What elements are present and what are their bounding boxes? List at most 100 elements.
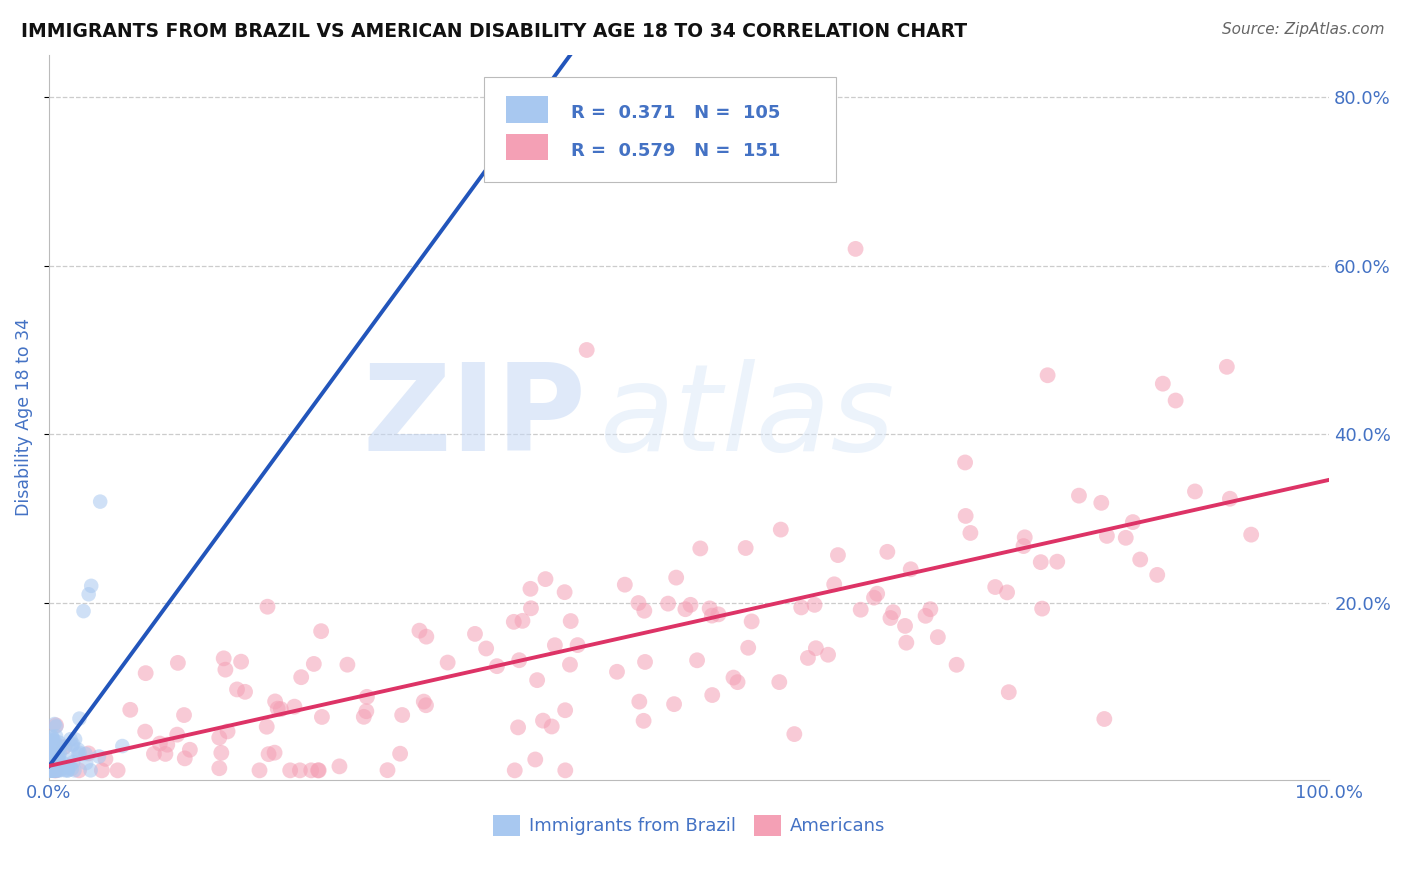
Point [554, 585, 576, 599]
Point [290, 670, 312, 684]
Point [508, 653, 530, 667]
Point [142, 747, 165, 761]
Point [984, 580, 1007, 594]
Point [741, 615, 763, 629]
Point [955, 508, 977, 523]
Point [42, 764, 65, 778]
Point [39, 764, 62, 778]
Point [524, 752, 547, 766]
Point [526, 673, 548, 687]
Point [53, 739, 76, 754]
Point [39, 752, 62, 766]
Point [920, 602, 942, 616]
Point [353, 710, 375, 724]
Point [41, 764, 63, 778]
Point [606, 665, 628, 679]
Point [997, 685, 1019, 699]
Point [39, 747, 62, 761]
Point [727, 675, 749, 690]
Point [41, 753, 63, 767]
Point [41, 730, 63, 744]
Point [56, 753, 79, 767]
Point [264, 694, 287, 708]
Point [226, 682, 249, 697]
Point [803, 598, 825, 612]
Point [1090, 496, 1112, 510]
FancyBboxPatch shape [506, 96, 548, 122]
Point [288, 764, 311, 778]
Point [208, 761, 231, 775]
Point [266, 701, 288, 715]
Point [1122, 515, 1144, 529]
Point [38, 754, 60, 768]
Point [270, 702, 292, 716]
Legend: Immigrants from Brazil, Americans: Immigrants from Brazil, Americans [492, 815, 886, 836]
Point [208, 731, 231, 745]
Text: atlas: atlas [599, 359, 894, 475]
Point [308, 764, 330, 778]
Point [149, 737, 172, 751]
Point [256, 720, 278, 734]
Point [882, 605, 904, 619]
Point [49, 746, 72, 760]
Point [502, 615, 524, 629]
Point [166, 728, 188, 742]
Point [307, 764, 329, 778]
Point [45, 755, 67, 769]
Point [89, 494, 111, 508]
Point [62, 755, 84, 769]
Point [63, 732, 86, 747]
Point [38, 764, 60, 778]
Point [633, 714, 655, 728]
Point [217, 724, 239, 739]
Point [1164, 393, 1187, 408]
Point [1014, 530, 1036, 544]
Point [214, 663, 236, 677]
Point [1031, 601, 1053, 615]
Point [558, 657, 581, 672]
Point [299, 764, 322, 778]
Point [356, 704, 378, 718]
Point [531, 714, 554, 728]
Point [927, 630, 949, 644]
Point [1095, 529, 1118, 543]
Point [46, 749, 69, 764]
Point [44, 753, 66, 767]
Point [48, 741, 70, 756]
Point [879, 611, 901, 625]
Point [415, 698, 437, 713]
Point [519, 582, 541, 596]
FancyBboxPatch shape [506, 134, 548, 161]
Point [46, 764, 69, 778]
Point [1036, 368, 1059, 383]
Point [39, 759, 62, 773]
Point [900, 562, 922, 576]
Point [38, 740, 60, 755]
Point [914, 608, 936, 623]
Point [41, 731, 63, 745]
Point [1219, 491, 1241, 506]
Point [263, 746, 285, 760]
Point [63, 764, 86, 778]
Point [408, 624, 430, 638]
Point [769, 523, 792, 537]
Point [554, 703, 576, 717]
Point [45, 719, 67, 733]
Point [42, 756, 65, 770]
Point [80, 579, 103, 593]
Point [283, 699, 305, 714]
Point [699, 601, 721, 615]
Point [945, 657, 967, 672]
Point [391, 708, 413, 723]
Point [44, 717, 66, 731]
Point [1046, 555, 1069, 569]
Point [876, 545, 898, 559]
Point [866, 587, 889, 601]
Point [41, 764, 63, 778]
Point [233, 685, 256, 699]
Point [179, 743, 201, 757]
Point [45, 764, 67, 778]
Point [39, 751, 62, 765]
Point [475, 641, 498, 656]
Point [38, 764, 60, 778]
